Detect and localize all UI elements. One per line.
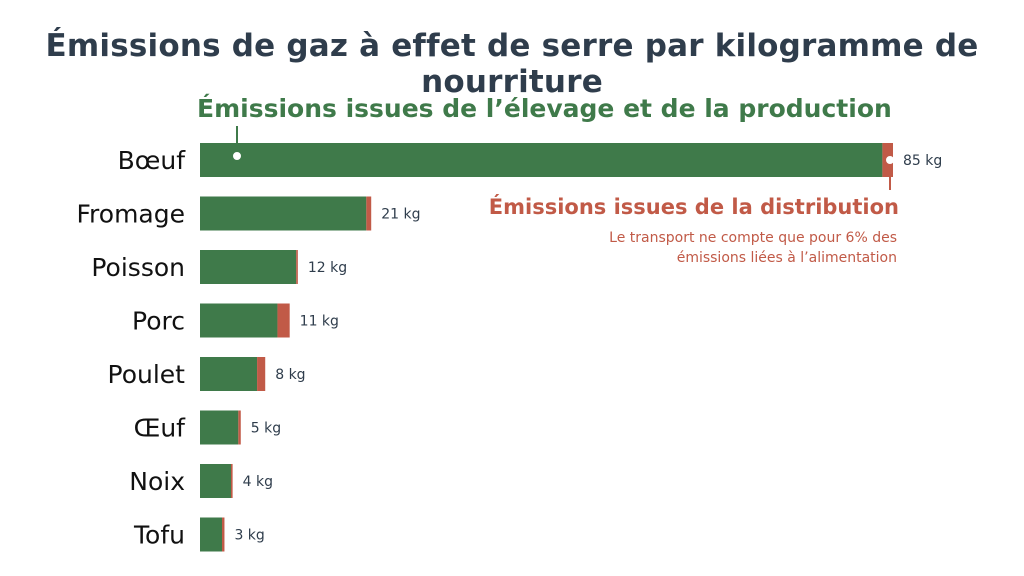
legend-production: Émissions issues de l’élevage et de la p… <box>197 94 892 123</box>
legend-distribution: Émissions issues de la distribution <box>488 195 899 219</box>
value-label: 11 kg <box>300 314 339 330</box>
bar-distribution <box>257 357 266 391</box>
category-label: Poisson <box>91 253 185 282</box>
bar-distribution <box>296 250 298 284</box>
value-label: 21 kg <box>381 207 420 223</box>
category-label: Tofu <box>133 521 185 550</box>
category-label: Porc <box>132 307 185 336</box>
bar-production <box>200 464 231 498</box>
bar-production <box>200 250 297 284</box>
legend-production-marker <box>233 152 241 160</box>
value-label: 5 kg <box>251 421 281 437</box>
value-label: 3 kg <box>234 528 264 544</box>
bar-production <box>200 357 258 391</box>
value-label: 4 kg <box>243 474 273 490</box>
category-label: Bœuf <box>118 146 187 175</box>
distribution-note: Le transport ne compte que pour 6% des é… <box>609 230 897 266</box>
chart-title: Émissions de gaz à effet de serre par ki… <box>45 28 979 100</box>
category-label: Noix <box>129 467 185 496</box>
bar-distribution <box>277 303 290 338</box>
bar-distribution <box>222 517 225 552</box>
bar-distribution <box>366 196 372 231</box>
bar-production <box>200 196 367 231</box>
bar-distribution <box>230 464 233 498</box>
value-label: 85 kg <box>903 153 942 169</box>
bar-production <box>200 410 239 445</box>
category-label: Fromage <box>76 200 185 229</box>
bar-distribution <box>238 410 241 445</box>
bar-production <box>200 517 223 552</box>
bar-production <box>200 143 883 177</box>
bar-production <box>200 303 278 338</box>
value-label: 12 kg <box>308 260 347 276</box>
value-label: 8 kg <box>275 367 305 383</box>
category-label: Poulet <box>108 360 186 389</box>
legend-distribution-marker <box>886 156 894 164</box>
category-label: Œuf <box>134 414 187 443</box>
